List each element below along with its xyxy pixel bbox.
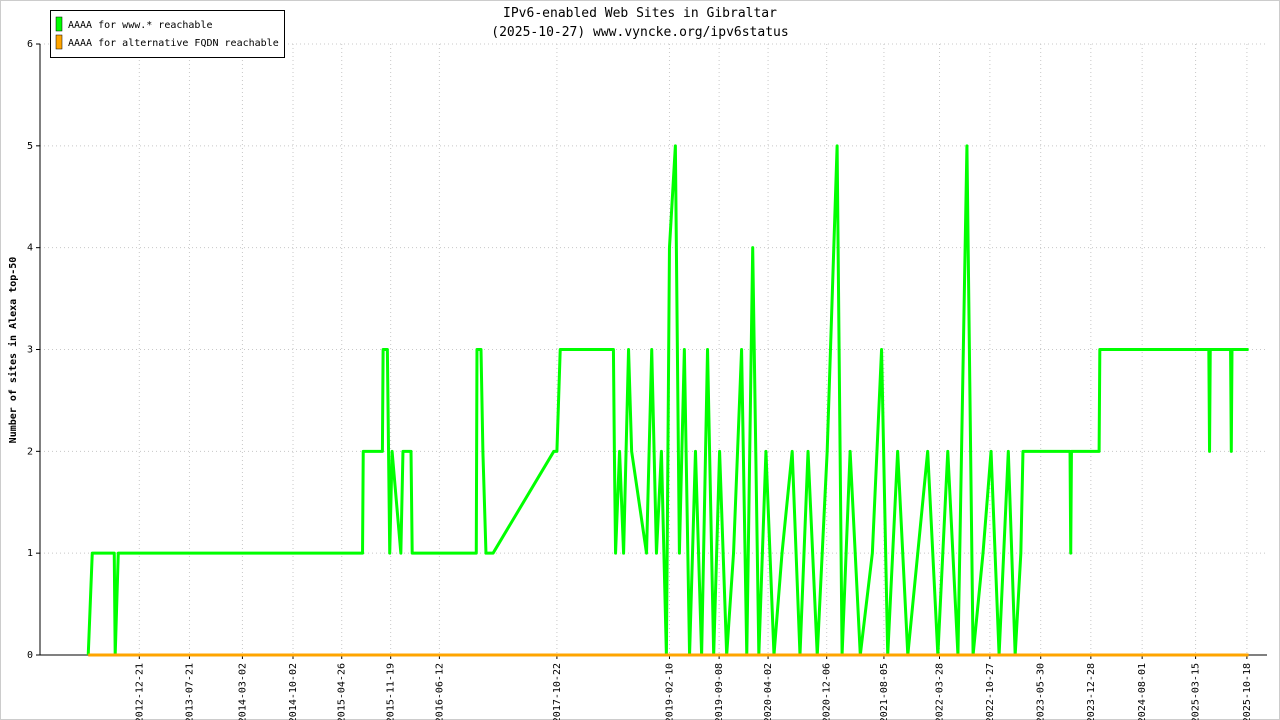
legend-box (50, 10, 285, 58)
x-tick-label: 2019-02-10 (664, 663, 675, 720)
x-tick-label: 2022-10-27 (985, 663, 996, 720)
legend-swatch (55, 16, 63, 32)
chart-title: IPv6-enabled Web Sites in Gibraltar (503, 6, 777, 21)
x-tick-label: 2017-10-22 (552, 663, 563, 720)
y-tick-label: 1 (27, 548, 33, 559)
y-tick-label: 2 (27, 446, 33, 457)
y-tick-label: 3 (27, 345, 33, 356)
x-tick-label: 2025-03-15 (1191, 663, 1202, 720)
legend-swatch (55, 34, 63, 50)
chart-subtitle: (2025-10-27) www.vyncke.org/ipv6status (491, 25, 788, 40)
x-tick-label: 2020-12-06 (822, 663, 833, 720)
x-tick-label: 2014-10-02 (288, 663, 299, 720)
x-tick-label: 2022-03-28 (935, 663, 946, 720)
x-tick-label: 2014-03-02 (237, 663, 248, 720)
x-tick-label: 2021-08-05 (879, 663, 890, 720)
x-tick-label: 2023-05-30 (1036, 663, 1047, 720)
x-tick-label: 2019-09-08 (714, 663, 725, 720)
x-tick-label: 2015-04-26 (337, 663, 348, 720)
x-tick-label: 2024-08-01 (1137, 663, 1148, 720)
legend-label: AAAA for alternative FQDN reachable (68, 38, 279, 49)
y-tick-label: 0 (27, 650, 33, 661)
series-line (86, 144, 1249, 657)
y-tick-label: 6 (27, 39, 33, 50)
x-tick-label: 2013-07-21 (184, 663, 195, 720)
y-tick-label: 4 (27, 243, 33, 254)
y-tick-label: 5 (27, 141, 33, 152)
x-tick-label: 2015-11-19 (386, 663, 397, 720)
x-tick-label: 2016-06-12 (434, 663, 445, 720)
legend-label: AAAA for www.* reachable (68, 20, 213, 31)
x-tick-label: 2012-12-21 (134, 663, 145, 720)
x-tick-label: 2023-12-28 (1086, 663, 1097, 720)
x-tick-label: 2020-04-02 (763, 663, 774, 720)
y-axis-label: Number of sites in Alexa top-50 (7, 257, 19, 444)
x-tick-label: 2025-10-18 (1242, 663, 1253, 720)
